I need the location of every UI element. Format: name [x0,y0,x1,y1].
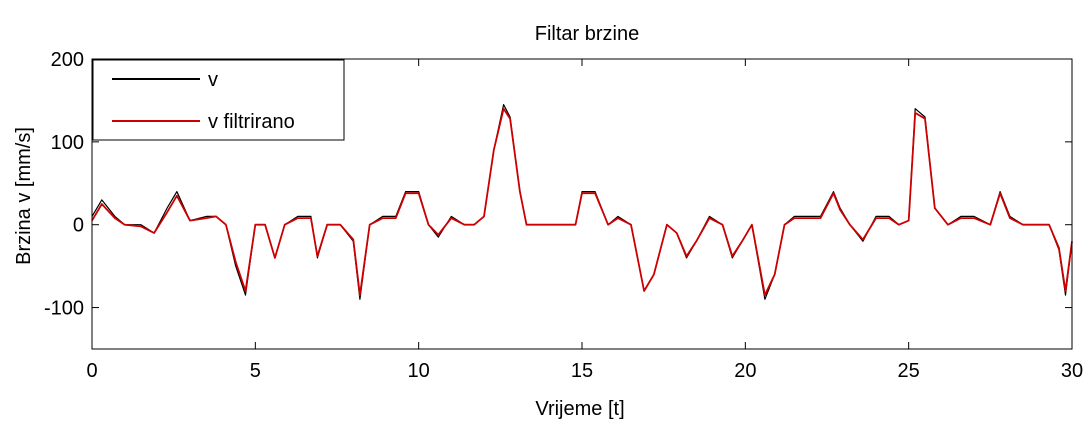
series-line-v-filtrirano [91,107,1073,297]
x-axis-label: Vrijeme [t] [535,398,624,420]
plot-frame [91,58,1073,350]
x-tick-label: 15 [571,360,593,382]
x-tick-label: 30 [1061,360,1083,382]
legend: v v filtrirano [92,59,345,141]
y-axis-label: Brzina v [mm/s] [13,127,35,265]
y-tick-label: -100 [44,298,84,320]
y-tick-label: 100 [51,132,84,154]
x-tick-label: 5 [250,360,261,382]
legend-box [92,59,345,141]
series-layer [91,103,1073,300]
legend-label-v-filtrirano: v filtrirano [208,111,295,133]
y-tick-label: 0 [73,215,84,237]
x-tick-label: 20 [734,360,756,382]
ticks-layer: 0 5 10 15 20 25 30 -100 0 100 200 [44,49,1083,382]
x-tick-label: 0 [86,360,97,382]
chart-title: Filtar brzine [535,23,639,45]
y-tick-label: 200 [51,49,84,71]
x-tick-label: 10 [408,360,430,382]
legend-label-v: v [208,69,218,91]
x-tick-label: 25 [898,360,920,382]
